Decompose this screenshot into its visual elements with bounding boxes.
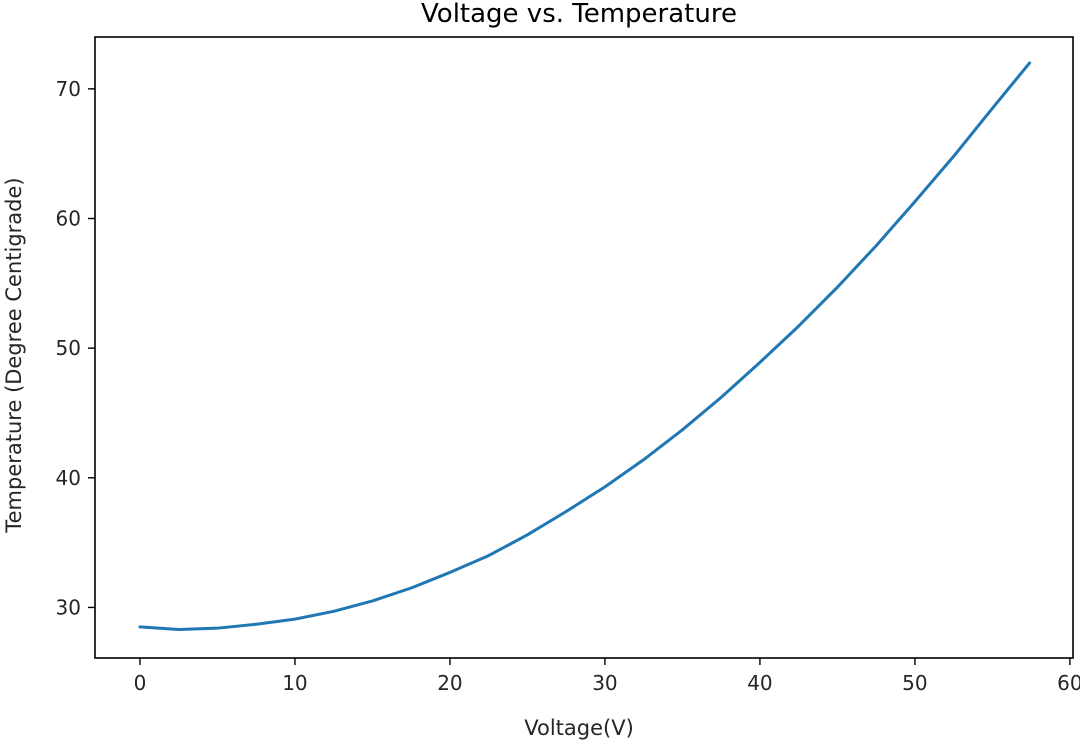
x-axis-label: Voltage(V) (524, 716, 634, 740)
y-tick-label: 40 (56, 466, 81, 490)
axes-frame (94, 36, 1074, 659)
axis-ticks: 0 10 20 30 40 50 60 30 40 50 60 70 (56, 77, 1080, 695)
y-axis-label: Temperature (Degree Centigrade) (2, 177, 26, 533)
y-tick-label: 30 (56, 595, 81, 619)
x-tick-label: 60 (1057, 671, 1080, 695)
x-tick-label: 50 (902, 671, 927, 695)
y-tick-label: 70 (56, 77, 81, 101)
x-tick-label: 20 (437, 671, 462, 695)
y-tick-label: 60 (56, 207, 81, 231)
plot-area (94, 36, 1074, 659)
y-tick-label: 50 (56, 336, 81, 360)
x-tick-label: 30 (592, 671, 617, 695)
x-tick-label: 10 (282, 671, 307, 695)
x-tick-label: 40 (747, 671, 772, 695)
series-line-0 (138, 61, 1032, 631)
chart-title: Voltage vs. Temperature (421, 0, 737, 29)
x-tick-label: 0 (134, 671, 147, 695)
